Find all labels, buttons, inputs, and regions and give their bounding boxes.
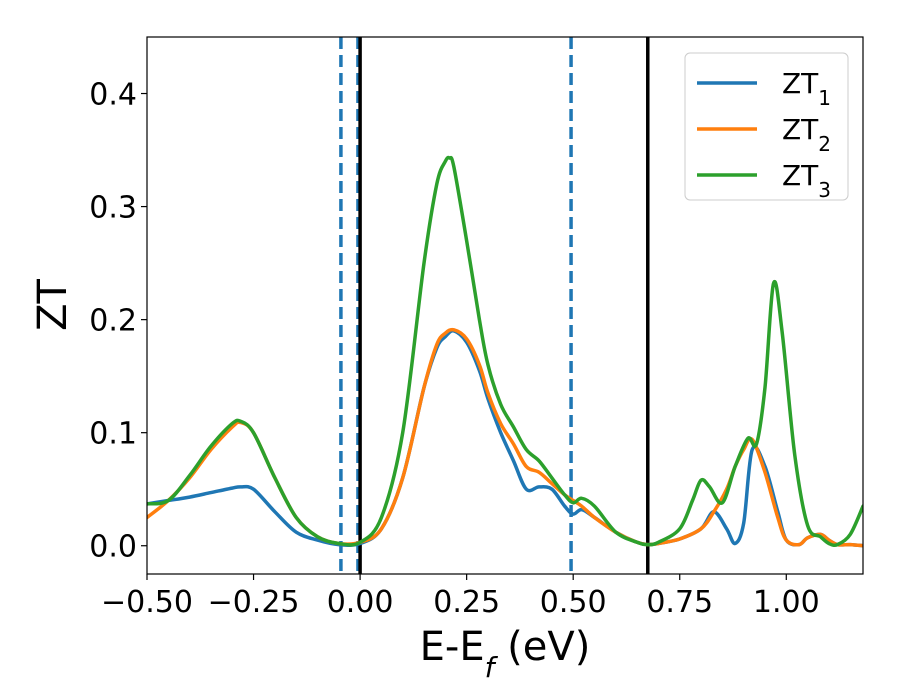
axis-ticks: −0.50 −0.25 0.00 0.25 0.50 0.75 1.00 0.0 0.1 0.2 0… xyxy=(89,78,819,620)
y-tick-label: 0.3 xyxy=(89,191,137,226)
x-tick-label: 0.00 xyxy=(327,585,394,620)
legend-label-zt1: ZT1 xyxy=(782,67,831,110)
legend-label-zt3: ZT3 xyxy=(782,159,831,202)
y-axis-title: ZT xyxy=(30,279,76,331)
y-tick-label: 0.1 xyxy=(89,417,137,452)
y-tick-label: 0.2 xyxy=(89,304,137,339)
legend-frame xyxy=(684,52,849,201)
x-axis-title-main: E-E xyxy=(420,624,485,670)
x-tick-label: −0.50 xyxy=(101,585,193,620)
x-tick-label: −0.25 xyxy=(208,585,300,620)
series-lines xyxy=(147,155,863,548)
x-tick-label: 1.00 xyxy=(753,585,820,620)
series-line-zt1 xyxy=(147,329,863,548)
legend-label-zt2: ZT2 xyxy=(782,113,831,156)
reference-lines xyxy=(339,37,650,574)
series-line-zt3 xyxy=(147,155,863,548)
x-tick-label: 0.75 xyxy=(646,585,713,620)
x-tick-label: 0.25 xyxy=(433,585,500,620)
x-axis-title: E-Ef (eV) xyxy=(420,624,591,684)
plot-frame xyxy=(146,36,864,575)
x-axis-title-unit: (eV) xyxy=(494,624,590,670)
y-tick-label: 0.4 xyxy=(89,78,137,113)
y-tick-label: 0.0 xyxy=(89,530,137,565)
x-tick-label: 0.50 xyxy=(540,585,607,620)
